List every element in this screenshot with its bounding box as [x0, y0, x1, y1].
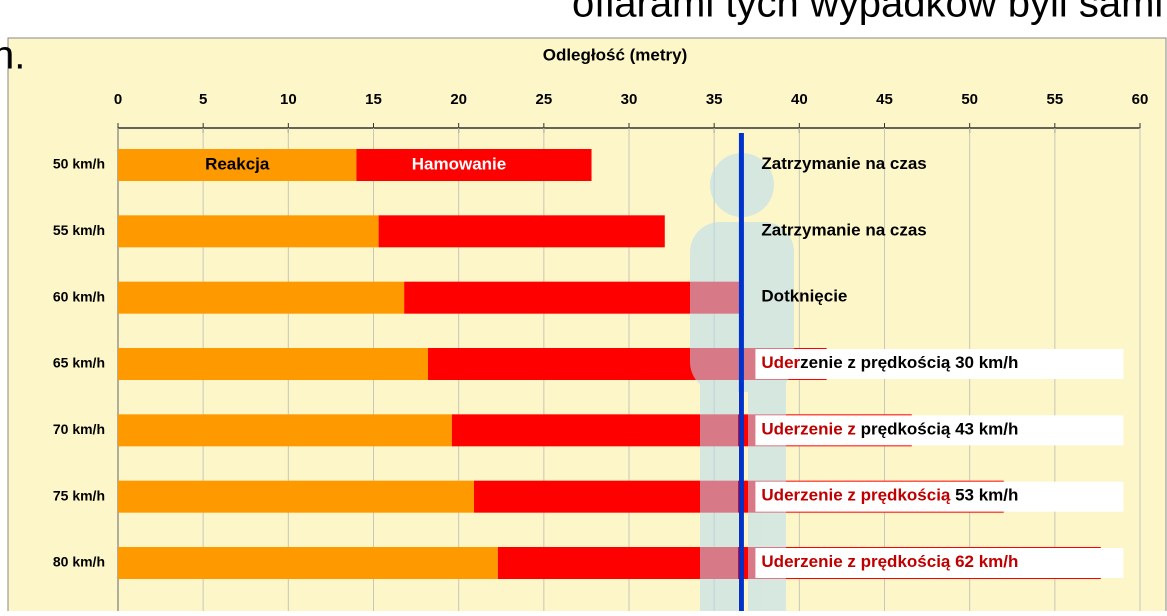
- bar: [118, 547, 498, 579]
- y-tick-label: 75 km/h: [53, 487, 105, 503]
- bar: [118, 215, 379, 247]
- x-tick-label: 25: [535, 91, 552, 108]
- chart-background: [8, 38, 1166, 611]
- x-tick-label: 5: [199, 91, 207, 108]
- y-tick-label: 60 km/h: [53, 288, 105, 304]
- bar: [118, 481, 474, 513]
- annotation: Uderzenie z prędkością 62 km/h: [761, 552, 1018, 571]
- bar: [118, 348, 428, 380]
- annotation-part: Uderzenie z prędkością: [761, 486, 951, 505]
- heading-fragment: n.: [0, 34, 25, 78]
- series-label: Hamowanie: [412, 154, 506, 173]
- series-label: Reakcja: [205, 154, 270, 173]
- page: ofiarami tych wypadków byli sami piesi n…: [0, 0, 1167, 611]
- figure-leg: [700, 380, 738, 611]
- y-tick-label: 80 km/h: [53, 554, 105, 570]
- annotation-part: Uderzenie z prędkością 62 km/h: [761, 552, 1018, 571]
- annotation: Zatrzymanie na czas: [761, 154, 926, 173]
- x-tick-label: 0: [114, 91, 122, 108]
- annotation: Uderzenie z prędkością 43 km/h: [761, 420, 1018, 439]
- x-tick-label: 10: [280, 91, 297, 108]
- x-tick-label: 35: [706, 91, 723, 108]
- annotation: Uderzenie z prędkością 30 km/h: [761, 353, 1018, 372]
- annotation-part: Zatrzymanie na czas: [761, 154, 926, 173]
- x-tick-label: 45: [876, 91, 893, 108]
- annotation-part: Uder: [761, 353, 800, 372]
- annotation-part: 53 km/h: [950, 486, 1018, 505]
- x-tick-label: 40: [791, 91, 808, 108]
- x-tick-label: 50: [961, 91, 978, 108]
- x-tick-label: 15: [365, 91, 382, 108]
- annotation: Dotknięcie: [761, 287, 847, 306]
- annotation: Zatrzymanie na czas: [761, 221, 926, 240]
- annotation-part: Zatrzymanie na czas: [761, 221, 926, 240]
- annotation: Uderzenie z prędkością 53 km/h: [761, 486, 1018, 505]
- bar: [118, 414, 452, 446]
- y-tick-label: 50 km/h: [53, 156, 105, 172]
- axis-title: Odległość (metry): [543, 45, 688, 64]
- y-tick-label: 70 km/h: [53, 421, 105, 437]
- annotation-part: Uderzenie z: [761, 420, 860, 439]
- chart: ofiarami tych wypadków byli sami piesi n…: [0, 0, 1167, 611]
- annotation-part: prędkością 43 km/h: [861, 420, 1019, 439]
- x-tick-label: 55: [1046, 91, 1063, 108]
- y-tick-label: 65 km/h: [53, 355, 105, 371]
- x-tick-label: 30: [621, 91, 638, 108]
- annotation-part: zenie z prędkością 30 km/h: [800, 353, 1018, 372]
- x-tick-label: 20: [450, 91, 467, 108]
- bar: [379, 215, 665, 247]
- heading-text: ofiarami tych wypadków byli sami piesi: [572, 0, 1167, 26]
- x-tick-label: 60: [1132, 91, 1149, 108]
- y-tick-label: 55 km/h: [53, 222, 105, 238]
- bar: [118, 282, 404, 314]
- annotation-part: Dotknięcie: [761, 287, 847, 306]
